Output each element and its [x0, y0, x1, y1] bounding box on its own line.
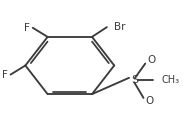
Text: Br: Br	[114, 22, 126, 32]
Text: O: O	[146, 96, 154, 106]
Text: O: O	[147, 55, 156, 65]
Text: F: F	[2, 70, 8, 80]
Text: CH₃: CH₃	[161, 75, 179, 85]
Text: F: F	[24, 23, 30, 33]
Text: S: S	[132, 75, 139, 85]
